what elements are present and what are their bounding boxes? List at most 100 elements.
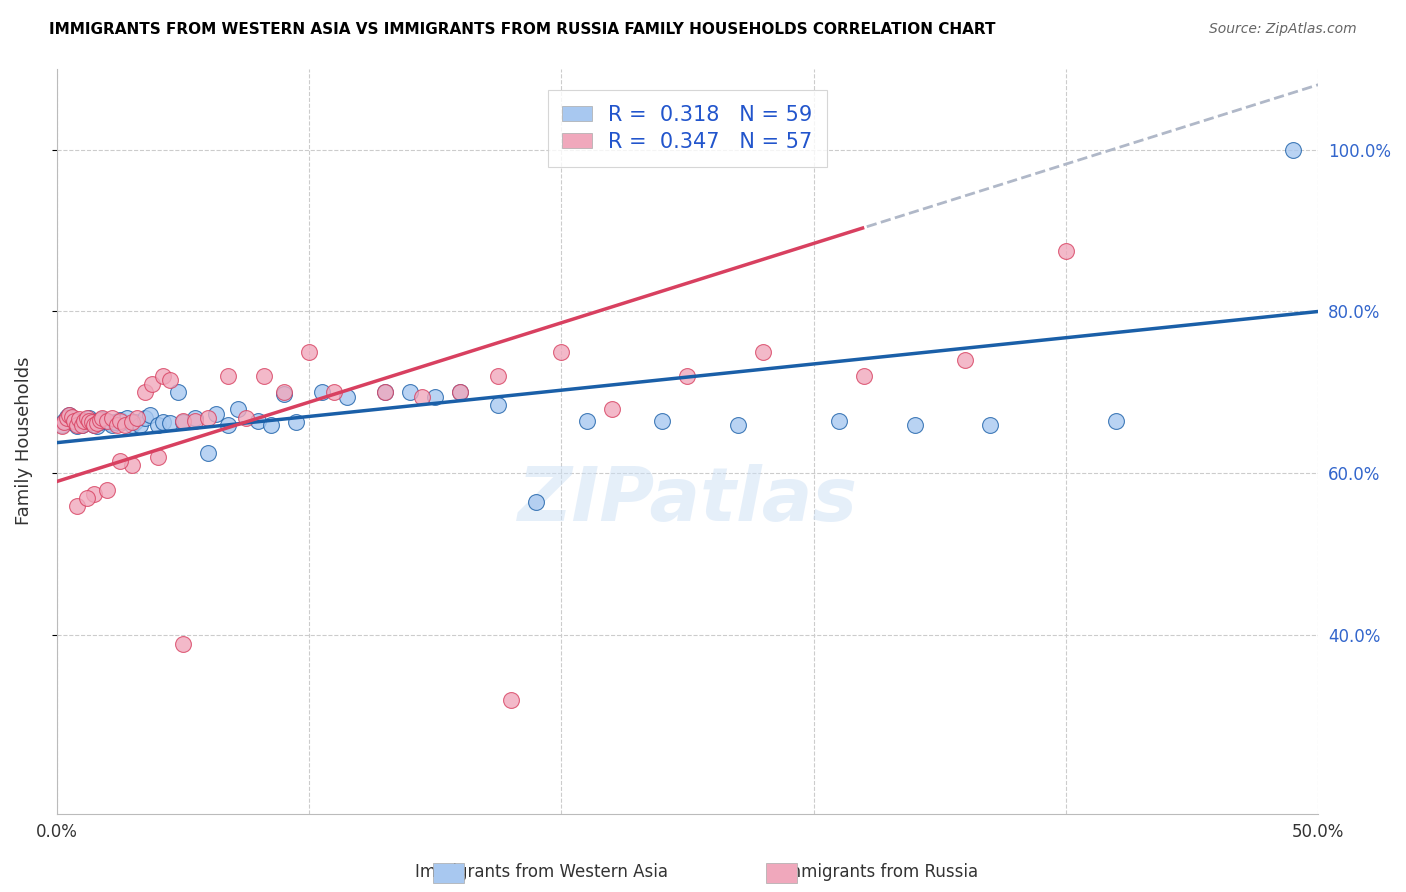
Point [60,409,83,424]
Point [66,419,89,434]
Point [134,385,156,400]
Point [55,409,77,424]
Point [124,416,146,430]
Point [108,413,131,427]
Point [152,416,174,430]
Point [853,369,876,384]
Point [53,414,76,428]
Point [217,369,239,384]
Point [98,416,121,430]
Point [83,417,105,432]
Point [66,417,89,432]
Point [55,411,77,425]
Point [197,411,219,425]
Point [121,458,143,473]
Point [217,417,239,432]
Point [80,414,103,428]
Point [159,373,181,387]
Point [152,369,174,384]
Point [399,385,422,400]
Point [76,414,98,428]
Point [117,411,139,425]
Point [146,450,169,465]
Point [101,411,124,425]
Point [76,491,98,505]
Point [96,483,118,497]
Point [423,390,446,404]
Point [80,416,103,430]
Point [91,412,114,426]
Point [63,416,86,430]
Point [676,369,699,384]
Text: Immigrants from Western Asia: Immigrants from Western Asia [415,863,668,881]
Text: Immigrants from Russia: Immigrants from Russia [780,863,977,881]
Point [96,414,118,428]
Point [1054,244,1077,258]
Point [336,390,359,404]
Point [51,419,73,434]
Point [260,417,283,432]
Point [449,385,471,400]
Point [449,385,471,400]
Point [235,411,257,425]
Point [89,413,111,427]
Legend: R =  0.318   N = 59, R =  0.347   N = 57: R = 0.318 N = 59, R = 0.347 N = 57 [548,90,827,167]
Point [86,419,108,434]
Point [374,385,396,400]
Point [63,414,86,428]
Point [727,417,749,432]
Point [70,417,93,432]
Point [550,345,572,359]
Point [139,408,162,422]
Point [323,385,346,400]
Point [486,369,509,384]
Point [600,401,623,416]
Point [486,398,509,412]
Point [1105,414,1128,428]
Point [83,417,105,432]
Point [111,416,134,430]
Point [374,385,396,400]
Point [83,486,105,500]
Point [172,636,194,650]
Point [58,408,80,422]
Point [121,416,143,430]
Point [79,411,101,425]
Point [979,417,1001,432]
Point [79,414,101,428]
Point [273,385,295,400]
Point [247,414,270,428]
Point [66,499,89,513]
Point [86,416,108,430]
Point [60,411,83,425]
Point [285,416,308,430]
Point [96,414,118,428]
Point [575,414,598,428]
Point [101,417,124,432]
Point [252,369,274,384]
Point [89,416,111,430]
Point [953,353,976,368]
Point [499,693,522,707]
Point [108,414,131,428]
Point [121,417,143,432]
Point [273,387,295,401]
Point [76,411,98,425]
Point [70,417,93,432]
Point [51,417,73,432]
Point [114,417,136,432]
Point [204,407,226,421]
Point [159,416,181,430]
Point [67,414,90,428]
Point [58,408,80,422]
Point [226,401,249,416]
Point [524,495,547,509]
Point [146,417,169,432]
Point [651,414,673,428]
Point [184,414,207,428]
Point [73,414,96,428]
Point [67,412,90,426]
Point [172,416,194,430]
Point [752,345,775,359]
Point [197,446,219,460]
